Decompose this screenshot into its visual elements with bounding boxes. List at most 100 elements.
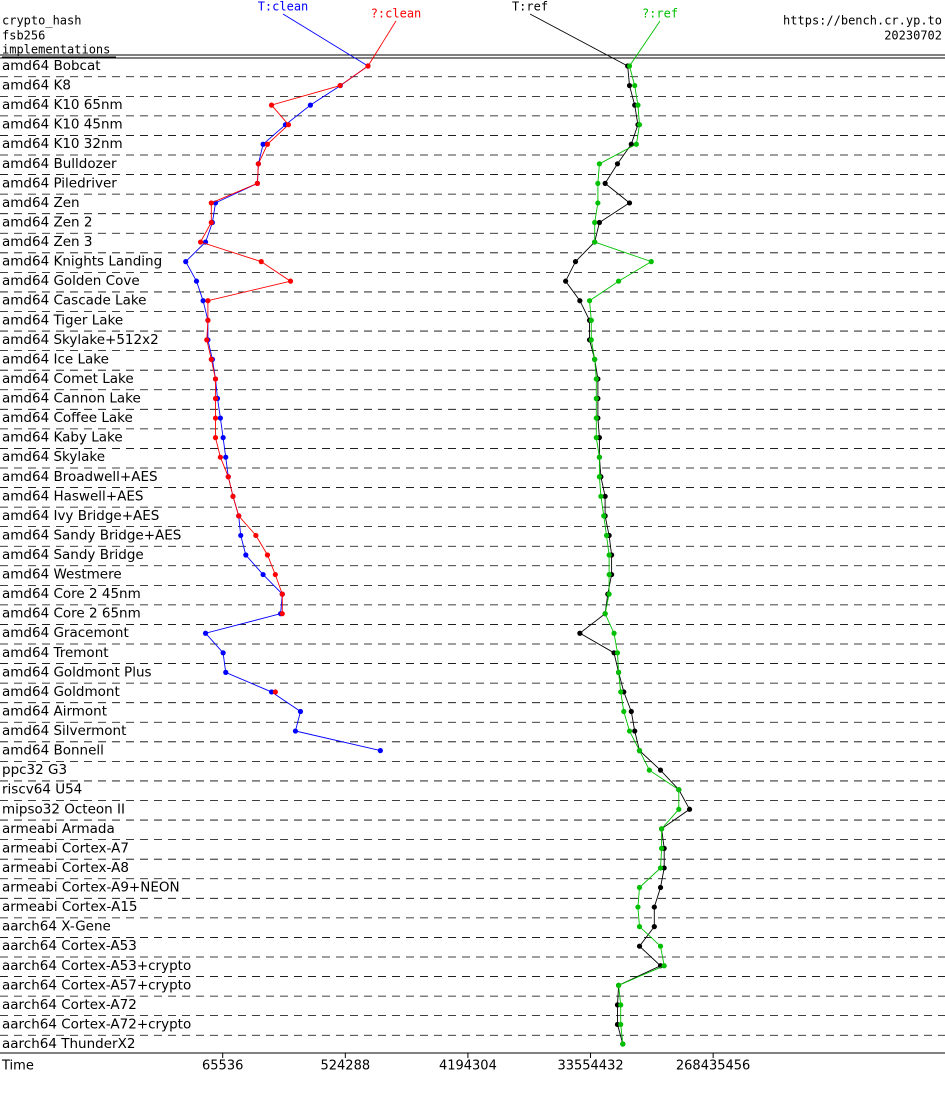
- data-point: [636, 943, 643, 949]
- row-label: armeabi Cortex-A15: [2, 899, 138, 915]
- x-tick-label: 4194304: [439, 1059, 497, 1074]
- data-point: [243, 552, 249, 558]
- data-point: [202, 630, 209, 636]
- row-label: amd64 Golden Cove: [2, 273, 140, 289]
- data-point: [217, 415, 223, 421]
- header-text: 20230702: [884, 29, 942, 43]
- row-label: amd64 Comet Lake: [2, 371, 134, 387]
- data-point: [657, 865, 664, 871]
- data-point: [577, 298, 583, 304]
- data-point: [287, 278, 294, 284]
- row-label: aarch64 ThunderX2: [2, 1036, 135, 1052]
- data-point: [268, 102, 275, 108]
- row-label: amd64 Bulldozer: [2, 156, 117, 172]
- data-point: [602, 611, 608, 617]
- x-tick-label: 524288: [320, 1059, 370, 1074]
- data-point: [618, 1002, 624, 1008]
- row-label: armeabi Armada: [2, 821, 115, 837]
- data-point: [676, 787, 682, 793]
- row-label: aarch64 Cortex-A57+crypto: [2, 977, 191, 993]
- row-label: amd64 Tremont: [2, 645, 109, 661]
- data-point: [588, 337, 594, 343]
- row-label: amd64 Core 2 65nm: [2, 606, 141, 622]
- row-label: amd64 Piledriver: [2, 175, 117, 191]
- data-point: [626, 82, 633, 89]
- data-point: [260, 141, 266, 147]
- row-label: riscv64 U54: [2, 782, 82, 798]
- row-label: amd64 Cannon Lake: [2, 391, 141, 407]
- data-point: [632, 728, 638, 734]
- data-point: [220, 650, 226, 656]
- data-point: [563, 278, 569, 284]
- data-point: [626, 200, 633, 206]
- data-point: [592, 219, 598, 226]
- data-point: [220, 435, 226, 441]
- row-label: aarch64 Cortex-A53: [2, 938, 137, 954]
- data-point: [595, 180, 601, 186]
- data-point: [253, 532, 259, 539]
- data-point: [592, 356, 598, 362]
- data-point: [208, 200, 214, 206]
- data-point: [636, 884, 643, 891]
- row-label: amd64 Silvermont: [2, 723, 126, 739]
- data-point: [651, 924, 657, 930]
- data-point: [217, 454, 223, 460]
- data-point: [661, 963, 667, 969]
- data-point: [285, 122, 292, 128]
- data-point: [212, 376, 219, 382]
- legend-label: ?:clean: [371, 7, 422, 21]
- legend-label: T:clean: [258, 0, 309, 14]
- row-label: aarch64 Cortex-A53+crypto: [2, 958, 191, 974]
- data-point: [279, 611, 285, 617]
- data-point: [615, 982, 622, 988]
- data-point: [223, 454, 229, 460]
- x-axis-label: Time: [1, 1059, 34, 1074]
- data-point: [615, 669, 622, 675]
- data-point: [657, 767, 664, 773]
- data-point: [626, 728, 633, 734]
- row-label: amd64 Skylake: [2, 449, 105, 465]
- data-point: [208, 356, 214, 362]
- row-label: amd64 Westmere: [2, 567, 122, 583]
- data-point: [620, 1041, 626, 1047]
- row-label: ppc32 G3: [2, 762, 67, 778]
- header-text: https://bench.cr.yp.to: [783, 14, 942, 28]
- x-tick-label: 33554432: [557, 1059, 623, 1074]
- data-point: [197, 239, 204, 245]
- data-point: [264, 552, 271, 558]
- row-label: armeabi Cortex-A7: [2, 840, 129, 856]
- data-point: [268, 689, 275, 695]
- data-point: [602, 180, 608, 186]
- data-point: [596, 161, 602, 167]
- data-point: [588, 317, 594, 323]
- data-point: [636, 924, 643, 930]
- data-point: [260, 571, 266, 578]
- data-point: [212, 415, 219, 421]
- row-label: amd64 Gracemont: [2, 625, 129, 641]
- data-point: [200, 298, 206, 304]
- data-point: [577, 630, 583, 636]
- x-tick-label: 65536: [202, 1059, 243, 1074]
- row-label: mipso32 Octeon II: [2, 801, 125, 817]
- header-text: implementations: [2, 43, 110, 57]
- data-point: [205, 298, 211, 304]
- legend-leader: [282, 13, 369, 67]
- data-point: [615, 278, 622, 284]
- data-point: [193, 278, 200, 284]
- data-point: [230, 493, 236, 499]
- data-point: [183, 259, 189, 265]
- data-point: [635, 904, 641, 910]
- data-point: [657, 884, 664, 891]
- data-point: [606, 591, 612, 597]
- row-label: amd64 Coffee Lake: [2, 410, 133, 426]
- data-point: [628, 708, 634, 715]
- data-point: [633, 141, 639, 147]
- data-point: [595, 200, 601, 206]
- data-point: [592, 239, 598, 245]
- data-point: [596, 474, 602, 480]
- row-label: amd64 K8: [2, 78, 71, 94]
- row-label: amd64 Skylake+512x2: [2, 332, 159, 348]
- data-point: [618, 689, 624, 695]
- row-label: amd64 Zen 3: [2, 234, 92, 250]
